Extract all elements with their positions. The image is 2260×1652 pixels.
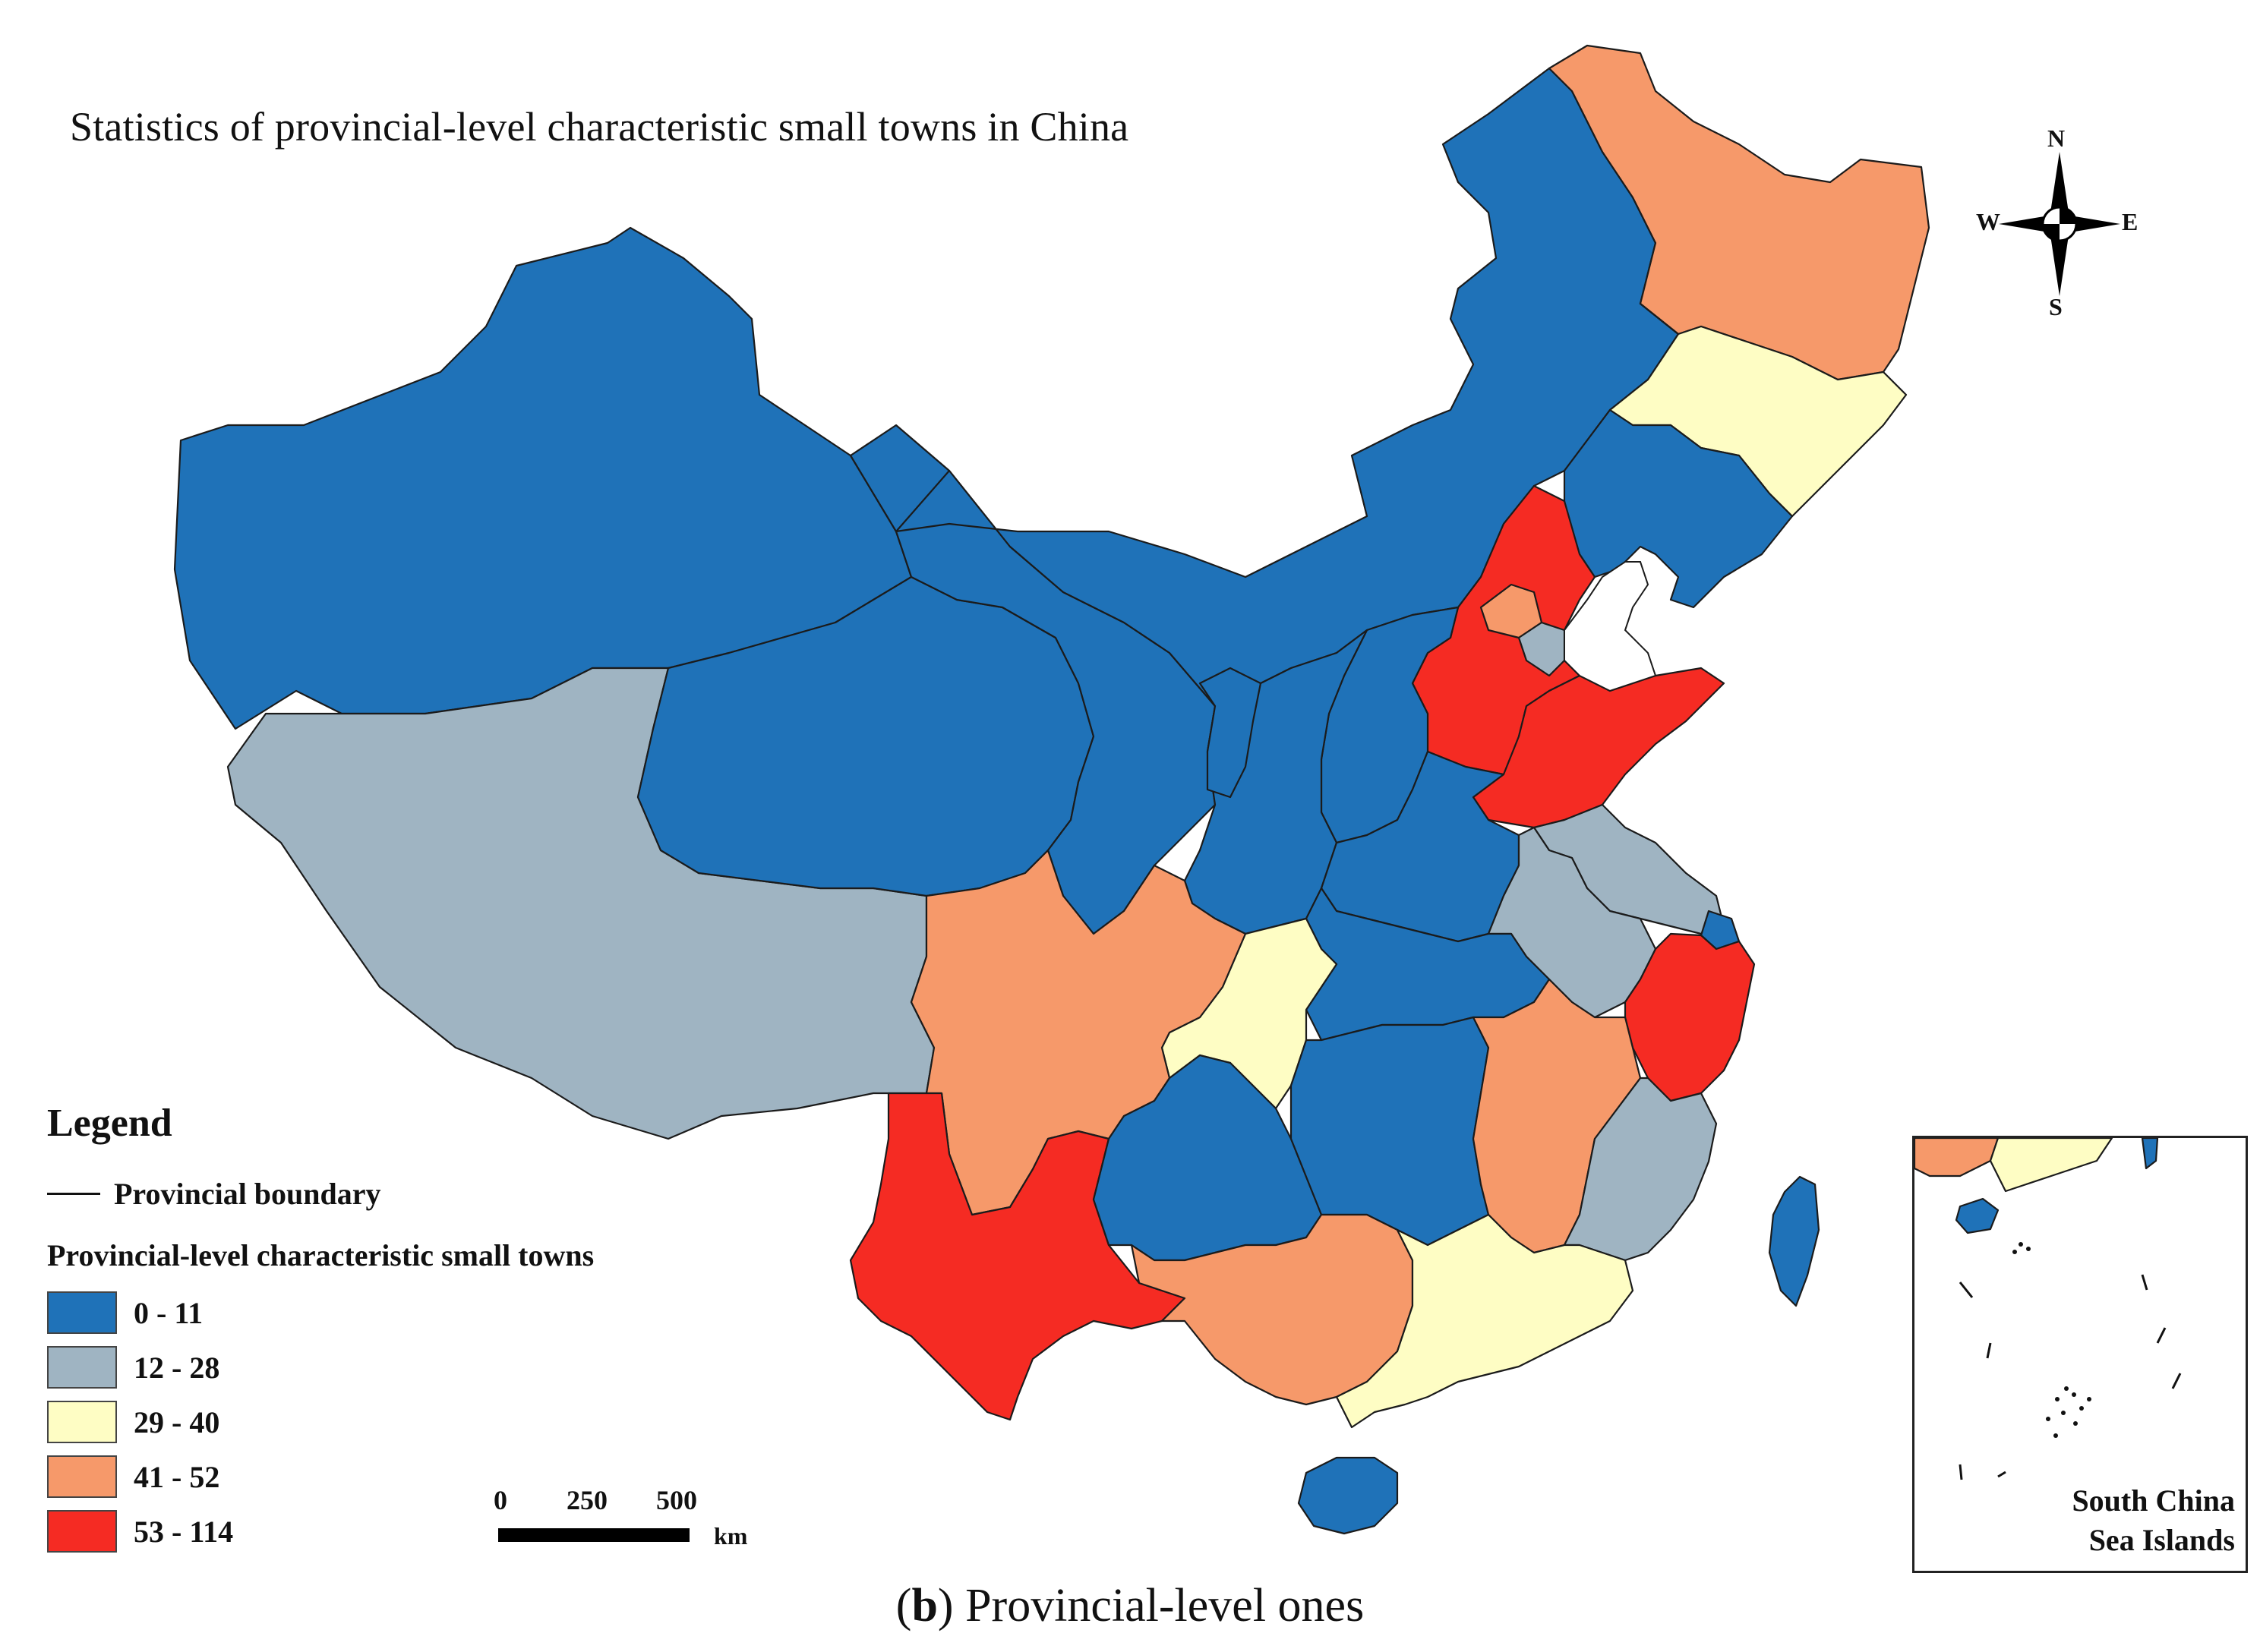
legend-class-row: 41 - 52 (47, 1449, 806, 1504)
legend-class-row: 0 - 11 (47, 1285, 806, 1340)
legend-swatch (47, 1346, 117, 1389)
scale-bar: 0 250 500 km (494, 1484, 919, 1568)
inset-label-line2: Sea Islands (2088, 1523, 2235, 1557)
legend-class-label: 41 - 52 (134, 1459, 220, 1494)
inset-map (1914, 1138, 2182, 1480)
inset-label: South China Sea Islands (2072, 1481, 2235, 1560)
province-fujian[interactable] (1563, 1077, 1718, 1262)
south-china-sea-inset: South China Sea Islands (1912, 1136, 2248, 1573)
legend-swatch (47, 1455, 117, 1498)
compass-west-label: W (1976, 208, 2000, 235)
caption-text: ) Provincial-level ones (937, 1580, 1365, 1632)
legend-class-label: 12 - 28 (134, 1350, 220, 1385)
legend-swatch (47, 1510, 117, 1553)
boundary-line-symbol (47, 1193, 100, 1195)
legend-boundary-row: Provincial boundary (47, 1176, 806, 1212)
caption-open: ( (895, 1580, 912, 1632)
province-hainan[interactable] (1297, 1456, 1399, 1535)
province-hunan[interactable] (1289, 1016, 1490, 1247)
province-liaoning[interactable] (1563, 408, 1794, 609)
inset-guangxi (1914, 1138, 2000, 1178)
legend-class-row: 53 - 114 (47, 1504, 806, 1559)
legend-swatch (47, 1291, 117, 1334)
legend-class-row: 12 - 28 (47, 1340, 806, 1395)
inset-taiwan (2141, 1138, 2159, 1170)
compass-rose: N S W E (1976, 125, 2143, 322)
inset-islands (2012, 1242, 2091, 1438)
province-heilongjiang[interactable] (1548, 44, 1930, 381)
compass-east-label: E (2122, 208, 2138, 235)
compass-north-label: N (2047, 125, 2066, 152)
compass-south-label: S (2049, 293, 2063, 320)
figure-caption: (b) Provincial-level ones (0, 1579, 2260, 1633)
scale-unit: km (714, 1522, 748, 1550)
scale-label-250: 250 (567, 1485, 608, 1515)
legend-swatch (47, 1401, 117, 1443)
inset-label-line1: South China (2072, 1483, 2235, 1518)
legend-subtitle: Provincial-level characteristic small to… (47, 1238, 595, 1272)
province-ningxia[interactable] (1198, 667, 1262, 799)
legend-class-row: 29 - 40 (47, 1395, 806, 1449)
compass-star-icon (1999, 152, 2120, 296)
legend-class-label: 53 - 114 (134, 1514, 234, 1549)
map-title: Statistics of provincial-level character… (70, 104, 1129, 150)
inset-guangdong (1989, 1138, 2113, 1193)
boundary-label: Provincial boundary (114, 1177, 381, 1211)
scale-label-500: 500 (656, 1485, 697, 1515)
province-guangdong[interactable] (1335, 1213, 1634, 1429)
inset-hainan (1955, 1197, 2000, 1234)
scale-bar-graphic (498, 1528, 690, 1542)
legend: Legend Provincial boundary Provincial-le… (47, 1101, 806, 1559)
bohai-sea (1564, 561, 1657, 692)
province-yunnan[interactable] (849, 1092, 1186, 1421)
province-taiwan[interactable] (1768, 1175, 1820, 1307)
scale-label-0: 0 (494, 1485, 507, 1515)
legend-title: Legend (47, 1102, 172, 1145)
province-shandong[interactable] (1472, 667, 1725, 829)
inset-nine-dash-line (1959, 1274, 2182, 1480)
caption-letter: b (911, 1580, 938, 1632)
legend-class-label: 0 - 11 (134, 1295, 204, 1330)
legend-class-label: 29 - 40 (134, 1405, 220, 1439)
